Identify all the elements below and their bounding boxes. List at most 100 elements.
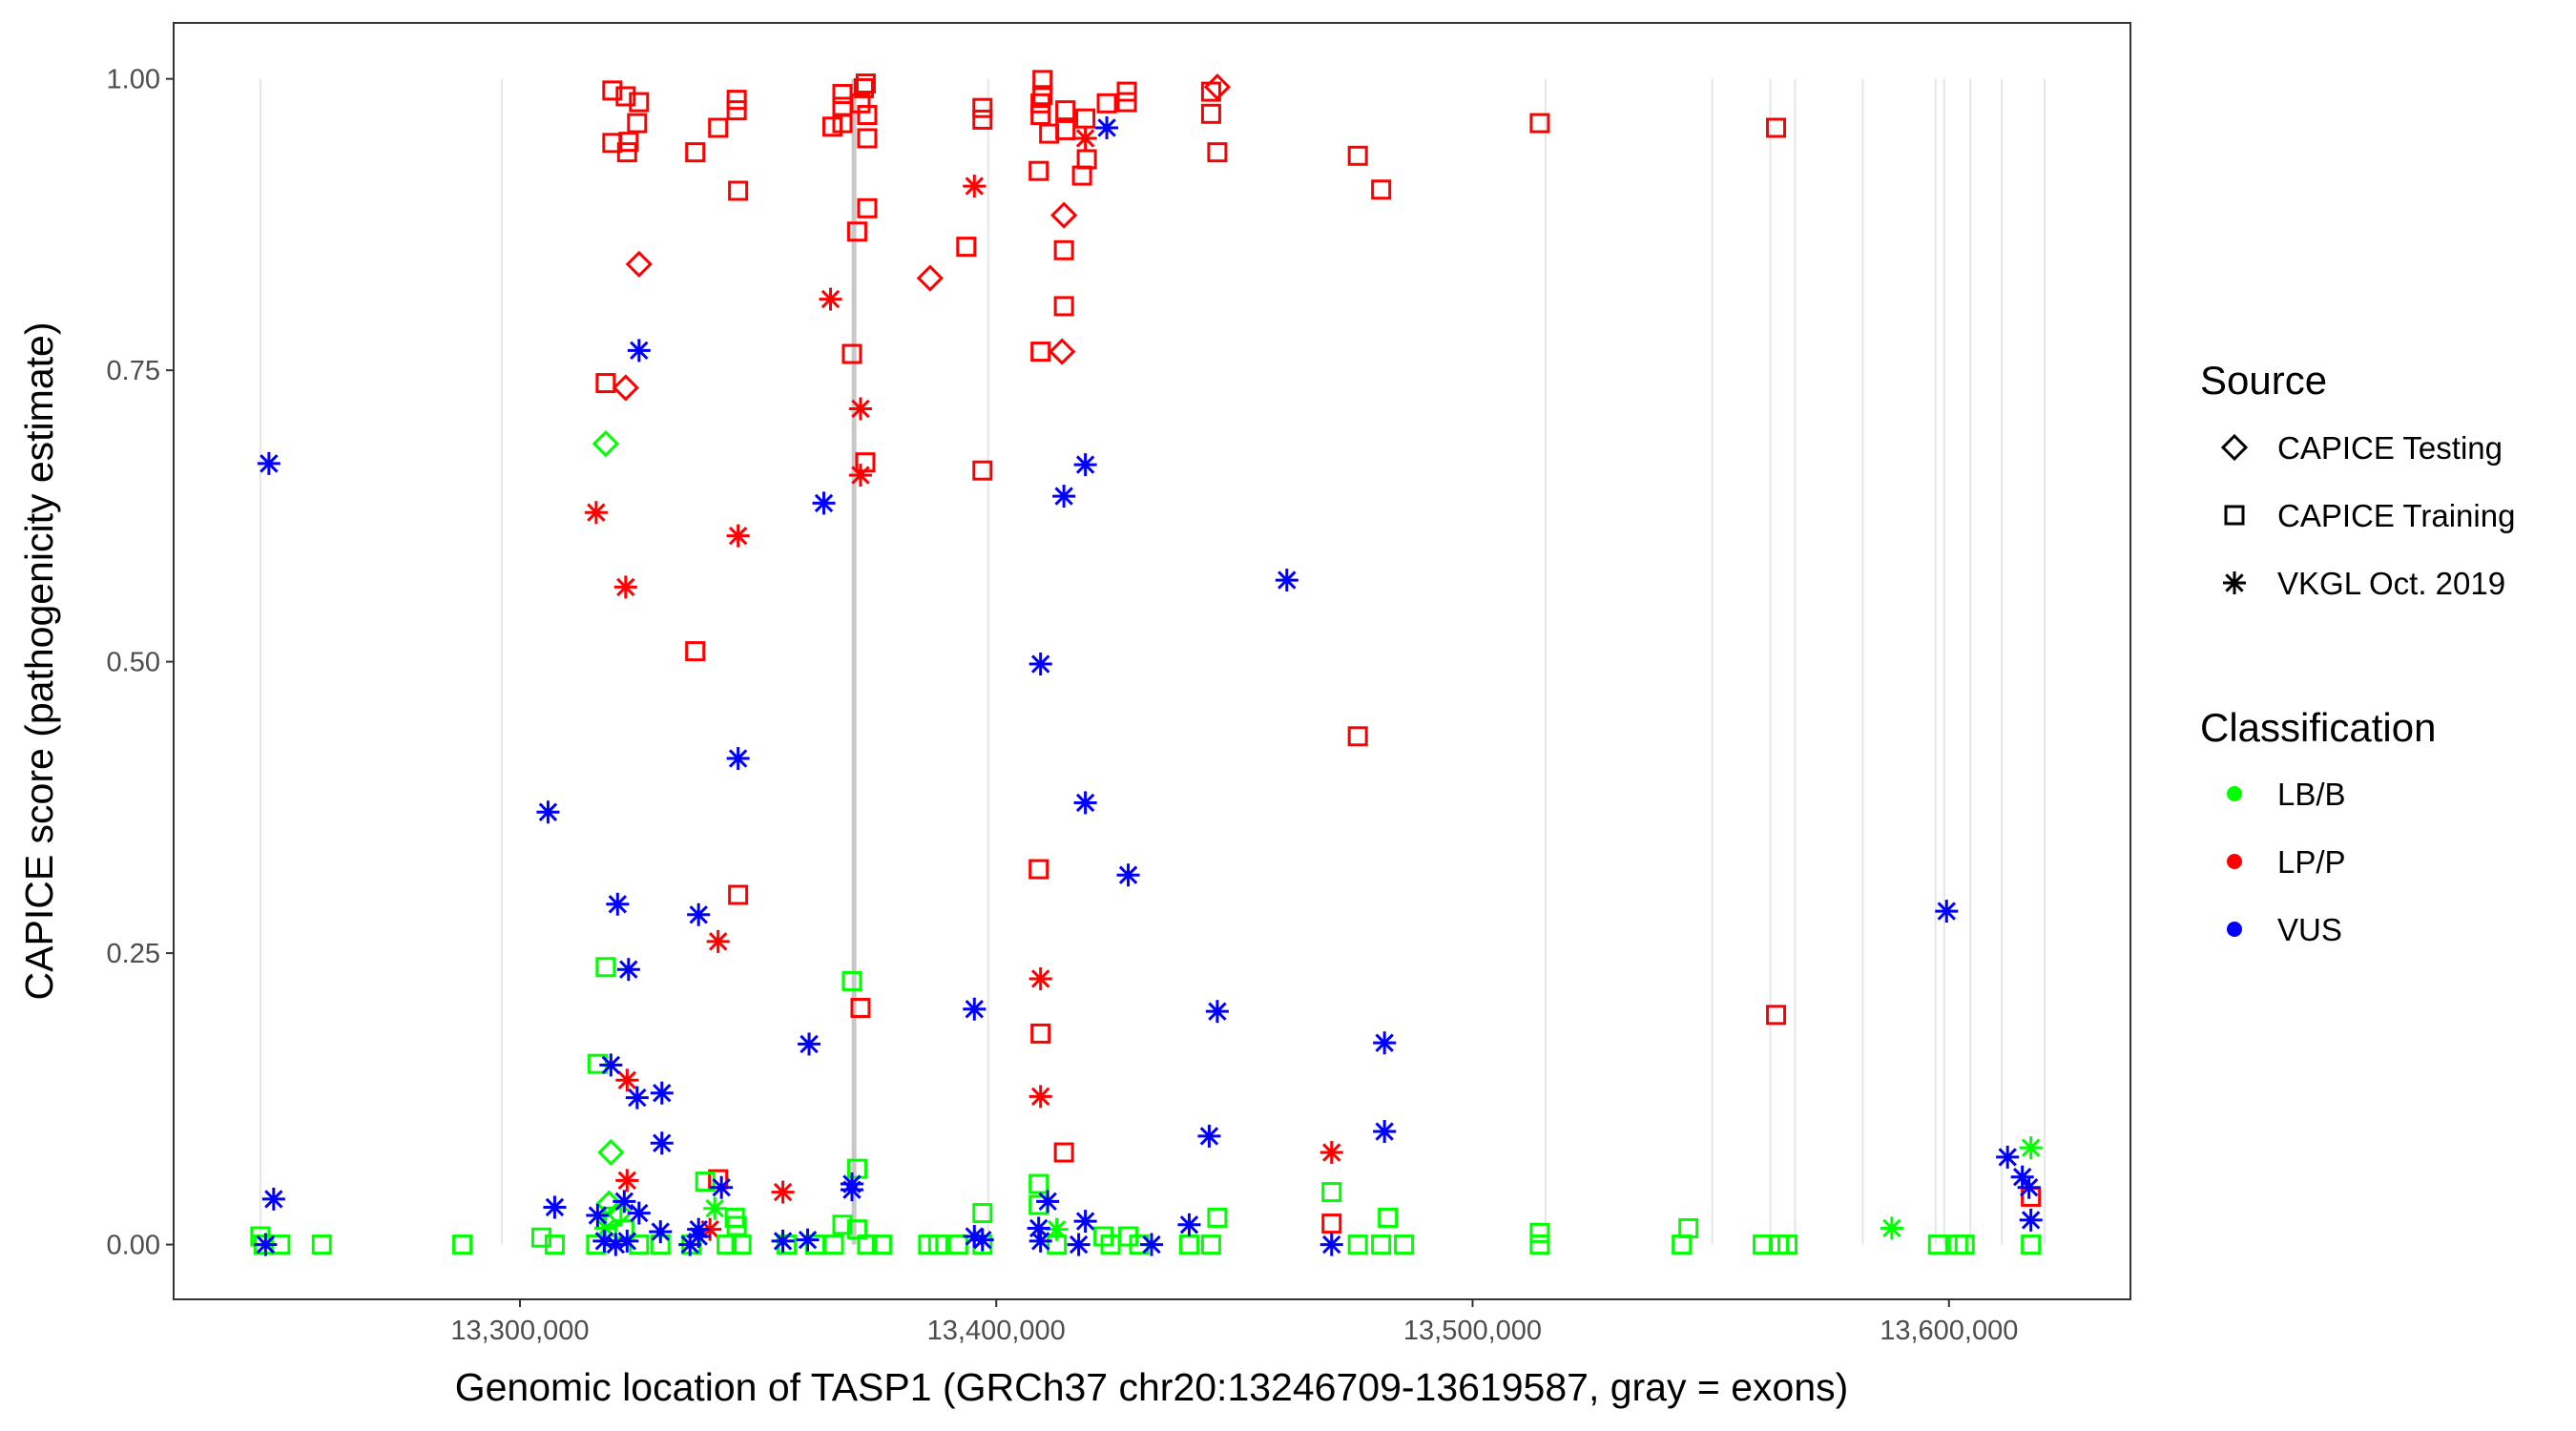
data-point [857, 128, 878, 149]
data-point [613, 1190, 636, 1213]
data-point [1207, 142, 1228, 163]
data-point [1529, 1234, 1550, 1255]
data-point [1030, 342, 1051, 363]
data-point [261, 1187, 285, 1211]
x-axis-title: Genomic location of TASP1 (GRCh37 chr20:… [455, 1365, 1849, 1409]
data-point [1116, 863, 1140, 887]
data-point [771, 1229, 795, 1253]
square-marker [1672, 1234, 1693, 1255]
square-marker [857, 1234, 878, 1255]
data-point [1073, 126, 1097, 150]
data-point [871, 1234, 892, 1255]
data-point [254, 1233, 278, 1256]
legend-testing-diamond-icon [2220, 433, 2249, 462]
square-marker [1030, 342, 1051, 363]
data-point [597, 1138, 625, 1167]
asterisk-stroke [1375, 1122, 1394, 1141]
data-point [1030, 93, 1051, 114]
square-marker [530, 1227, 551, 1248]
square-marker [1032, 70, 1053, 91]
plot-panel-border [173, 22, 2131, 1300]
asterisk-stroke [712, 1177, 731, 1197]
data-point [2017, 1175, 2041, 1199]
data-point [606, 892, 630, 916]
data-point [1073, 791, 1097, 815]
diamond-marker [597, 1138, 625, 1167]
data-point [1177, 1213, 1201, 1236]
data-point [1055, 119, 1076, 140]
data-point [708, 117, 729, 138]
data-point [1321, 1182, 1342, 1203]
legend-color-dot-icon [2227, 854, 2242, 869]
x-tick-label: 13,600,000 [1880, 1316, 2018, 1346]
data-point [616, 142, 637, 163]
data-point [1053, 296, 1074, 317]
asterisk-stroke [260, 454, 279, 473]
data-point [1935, 900, 1959, 923]
data-point [2019, 1208, 2043, 1232]
square-marker [1947, 1234, 1968, 1255]
diamond-marker [2220, 433, 2249, 462]
diamond-marker [916, 264, 944, 292]
square-marker [1529, 113, 1550, 134]
data-point [846, 221, 867, 242]
asterisk-stroke [616, 577, 635, 597]
data-point [1880, 1216, 1903, 1240]
asterisk-stroke [965, 1227, 984, 1246]
square-marker [1053, 296, 1074, 317]
data-point [687, 902, 711, 926]
data-point [1116, 92, 1137, 113]
asterisk-stroke [1937, 902, 1956, 921]
square-marker [728, 884, 749, 905]
square-marker [857, 128, 878, 149]
asterisk-stroke [2021, 1138, 2041, 1157]
data-point [717, 1234, 737, 1255]
data-point [1996, 1145, 2020, 1169]
square-marker [616, 142, 637, 163]
square-marker [1076, 149, 1097, 170]
square-marker [1075, 108, 1096, 129]
data-point [1030, 105, 1051, 126]
data-point [726, 524, 750, 548]
data-point [1076, 149, 1097, 170]
data-point [832, 96, 853, 117]
asterisk-stroke [1075, 793, 1095, 813]
data-point [615, 1229, 639, 1253]
square-marker [1529, 1222, 1550, 1243]
asterisk-stroke [1998, 1148, 2017, 1167]
asterisk-stroke [1199, 1127, 1219, 1146]
asterisk-stroke [594, 1232, 614, 1251]
data-point [706, 929, 730, 953]
legend-training-square-icon [2224, 505, 2245, 526]
legend-source-label: VKGL Oct. 2019 [2277, 566, 2505, 601]
data-point [1096, 93, 1117, 114]
data-point [857, 1234, 878, 1255]
data-point [972, 97, 993, 118]
square-marker [1207, 142, 1228, 163]
asterisk-stroke [538, 802, 558, 821]
data-point [1529, 1222, 1550, 1243]
square-marker [841, 343, 862, 364]
data-point [956, 237, 977, 258]
data-point [1053, 239, 1074, 260]
asterisk-stroke [1097, 118, 1116, 137]
square-marker [731, 1234, 752, 1255]
square-marker [832, 113, 853, 134]
asterisk-stroke [587, 503, 606, 522]
data-point [855, 73, 876, 94]
asterisk-stroke [2021, 1211, 2041, 1230]
data-point [796, 1228, 820, 1252]
square-marker [1321, 1213, 1342, 1234]
data-point [2021, 1234, 2042, 1255]
asterisk-stroke [545, 1197, 565, 1217]
data-point [703, 1196, 727, 1220]
data-point [972, 1203, 993, 1224]
asterisk-stroke [601, 1055, 621, 1075]
data-point [612, 374, 639, 402]
data-point [1275, 569, 1298, 592]
data-points [250, 70, 2043, 1256]
data-point [1203, 73, 1232, 101]
data-point [947, 1234, 968, 1255]
data-point [1378, 1207, 1399, 1228]
square-marker [2224, 505, 2245, 526]
